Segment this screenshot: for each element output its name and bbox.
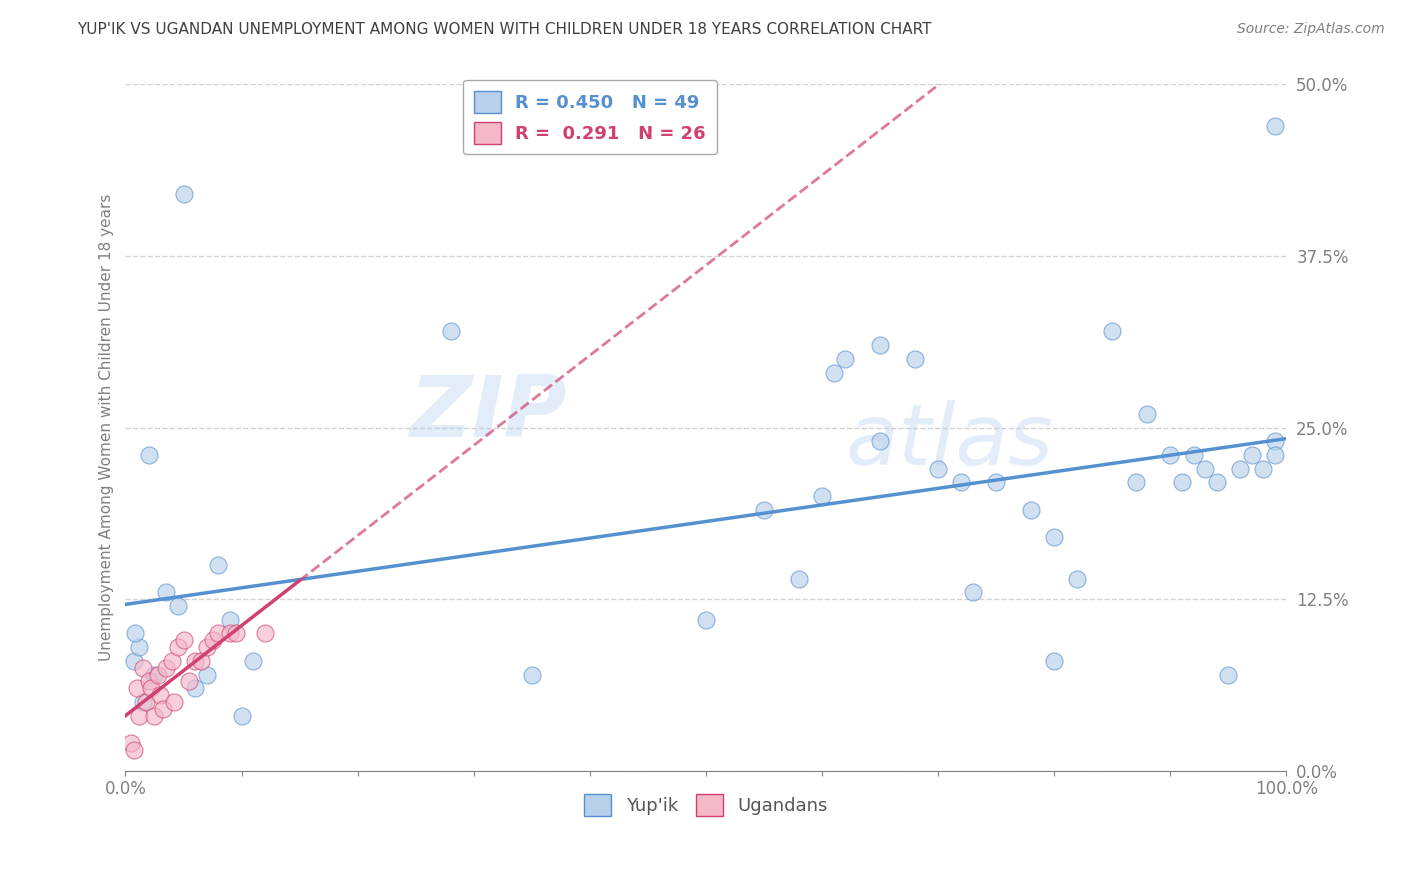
Point (520, 667, 543, 681)
Text: ZIP: ZIP (409, 372, 567, 455)
Point (1205, 475, 1227, 490)
Point (1066, 572, 1088, 586)
Point (122, 654, 145, 668)
Point (179, 674, 201, 689)
Point (146, 667, 169, 681)
Point (184, 654, 207, 668)
Point (1125, 475, 1147, 490)
Point (219, 613, 242, 627)
Point (138, 448, 160, 462)
Point (1194, 461, 1216, 475)
Point (1182, 448, 1205, 462)
Point (152, 702, 174, 716)
Point (124, 626, 146, 640)
Point (904, 351, 927, 366)
Point (190, 654, 212, 668)
Point (207, 558, 229, 572)
Point (1264, 119, 1286, 133)
Point (1043, 654, 1066, 668)
Point (122, 743, 145, 757)
Point (1218, 667, 1240, 681)
Point (950, 475, 973, 490)
Point (1264, 434, 1286, 449)
Point (242, 654, 264, 668)
Point (132, 661, 155, 675)
Point (834, 351, 856, 366)
Point (1019, 503, 1042, 517)
Point (752, 503, 775, 517)
Text: YUP'IK VS UGANDAN UNEMPLOYMENT AMONG WOMEN WITH CHILDREN UNDER 18 YEARS CORRELAT: YUP'IK VS UGANDAN UNEMPLOYMENT AMONG WOM… (77, 22, 932, 37)
Text: Source: ZipAtlas.com: Source: ZipAtlas.com (1237, 22, 1385, 37)
Point (160, 654, 183, 668)
Point (1171, 475, 1194, 490)
Point (986, 475, 1008, 490)
Point (135, 695, 157, 709)
Point (219, 626, 242, 640)
Point (1240, 448, 1263, 462)
Point (811, 489, 834, 503)
Point (143, 667, 166, 681)
Point (823, 366, 845, 380)
Point (143, 708, 166, 723)
Point (1251, 461, 1274, 475)
Point (1159, 448, 1181, 462)
Y-axis label: Unemployment Among Women with Children Under 18 years: Unemployment Among Women with Children U… (100, 194, 114, 661)
Point (927, 461, 949, 475)
Point (195, 667, 218, 681)
Point (120, 736, 142, 750)
Point (869, 434, 891, 449)
Point (1043, 530, 1066, 544)
Point (201, 633, 224, 648)
Point (1136, 407, 1159, 421)
Point (128, 708, 150, 723)
Point (132, 695, 155, 709)
Legend: Yup'ik, Ugandans: Yup'ik, Ugandans (576, 787, 835, 823)
Point (787, 572, 810, 586)
Point (231, 708, 253, 723)
Point (1229, 461, 1251, 475)
Point (166, 599, 188, 613)
Point (1101, 325, 1123, 339)
Point (138, 674, 160, 689)
Point (166, 640, 188, 655)
Point (962, 585, 984, 599)
Point (173, 633, 195, 648)
Point (155, 661, 177, 675)
Point (149, 688, 172, 702)
Point (869, 338, 891, 352)
Point (253, 626, 276, 640)
Text: atlas: atlas (845, 400, 1053, 483)
Point (139, 681, 162, 696)
Point (125, 681, 148, 696)
Point (128, 640, 150, 655)
Point (184, 681, 207, 696)
Point (225, 626, 247, 640)
Point (695, 613, 717, 627)
Point (439, 325, 461, 339)
Point (163, 695, 186, 709)
Point (173, 187, 195, 202)
Point (1264, 448, 1286, 462)
Point (207, 626, 229, 640)
Point (155, 585, 177, 599)
Point (195, 640, 218, 655)
